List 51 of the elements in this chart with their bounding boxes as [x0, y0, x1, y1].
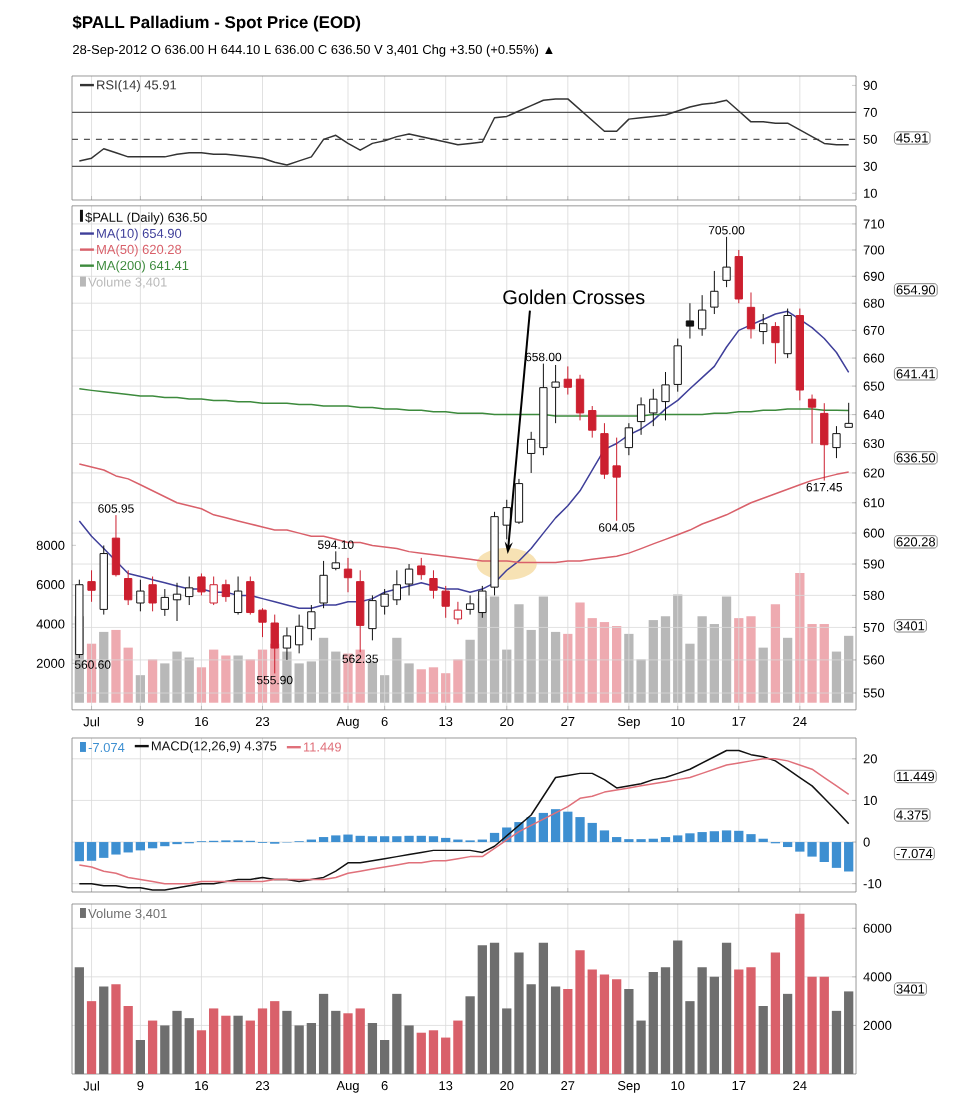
candlestick [331, 550, 340, 571]
candlestick [807, 394, 817, 445]
candlestick [685, 302, 695, 340]
candlestick [624, 422, 634, 456]
candlestick [160, 588, 169, 617]
candlestick [87, 569, 96, 603]
candlestick [148, 576, 157, 612]
candlestick [832, 425, 841, 459]
candlestick [136, 579, 145, 612]
candlestick [710, 270, 719, 315]
candlestick [307, 604, 316, 641]
bar [86, 1001, 97, 1074]
bar [135, 1040, 146, 1074]
bar [758, 1006, 768, 1074]
chart-title: $PALL Palladium - Spot Price (EOD) [72, 15, 361, 32]
candlestick [759, 313, 768, 345]
bar [147, 1020, 158, 1074]
bar [74, 967, 84, 1074]
candlestick [771, 321, 780, 365]
candlestick [636, 396, 646, 436]
candlestick [820, 402, 829, 482]
candlestick [783, 308, 792, 359]
candlestick [575, 374, 585, 421]
candlestick [697, 294, 707, 337]
candlestick [343, 557, 353, 593]
candlestick [588, 405, 597, 439]
bar [99, 986, 109, 1074]
bar [782, 993, 793, 1074]
candlestick [734, 249, 743, 304]
candlestick [563, 365, 572, 396]
candlestick [233, 576, 243, 616]
bar [233, 1015, 243, 1074]
candlestick [111, 514, 121, 578]
candlestick [417, 557, 426, 581]
candlestick [722, 236, 731, 288]
annotation: Golden Crosses [503, 289, 645, 305]
candlestick [221, 579, 231, 603]
candlestick [319, 560, 328, 609]
candlestick [404, 563, 414, 596]
candlestick [465, 594, 475, 616]
candlestick [124, 569, 133, 606]
candlestick [527, 431, 536, 474]
candlestick [478, 585, 487, 619]
candlestick [514, 478, 524, 525]
bar [770, 952, 781, 1074]
candlestick [294, 614, 304, 654]
candlestick [453, 601, 463, 625]
candlestick [844, 402, 853, 428]
candlestick [746, 291, 756, 340]
candlestick [185, 576, 194, 606]
candlestick [392, 569, 402, 606]
